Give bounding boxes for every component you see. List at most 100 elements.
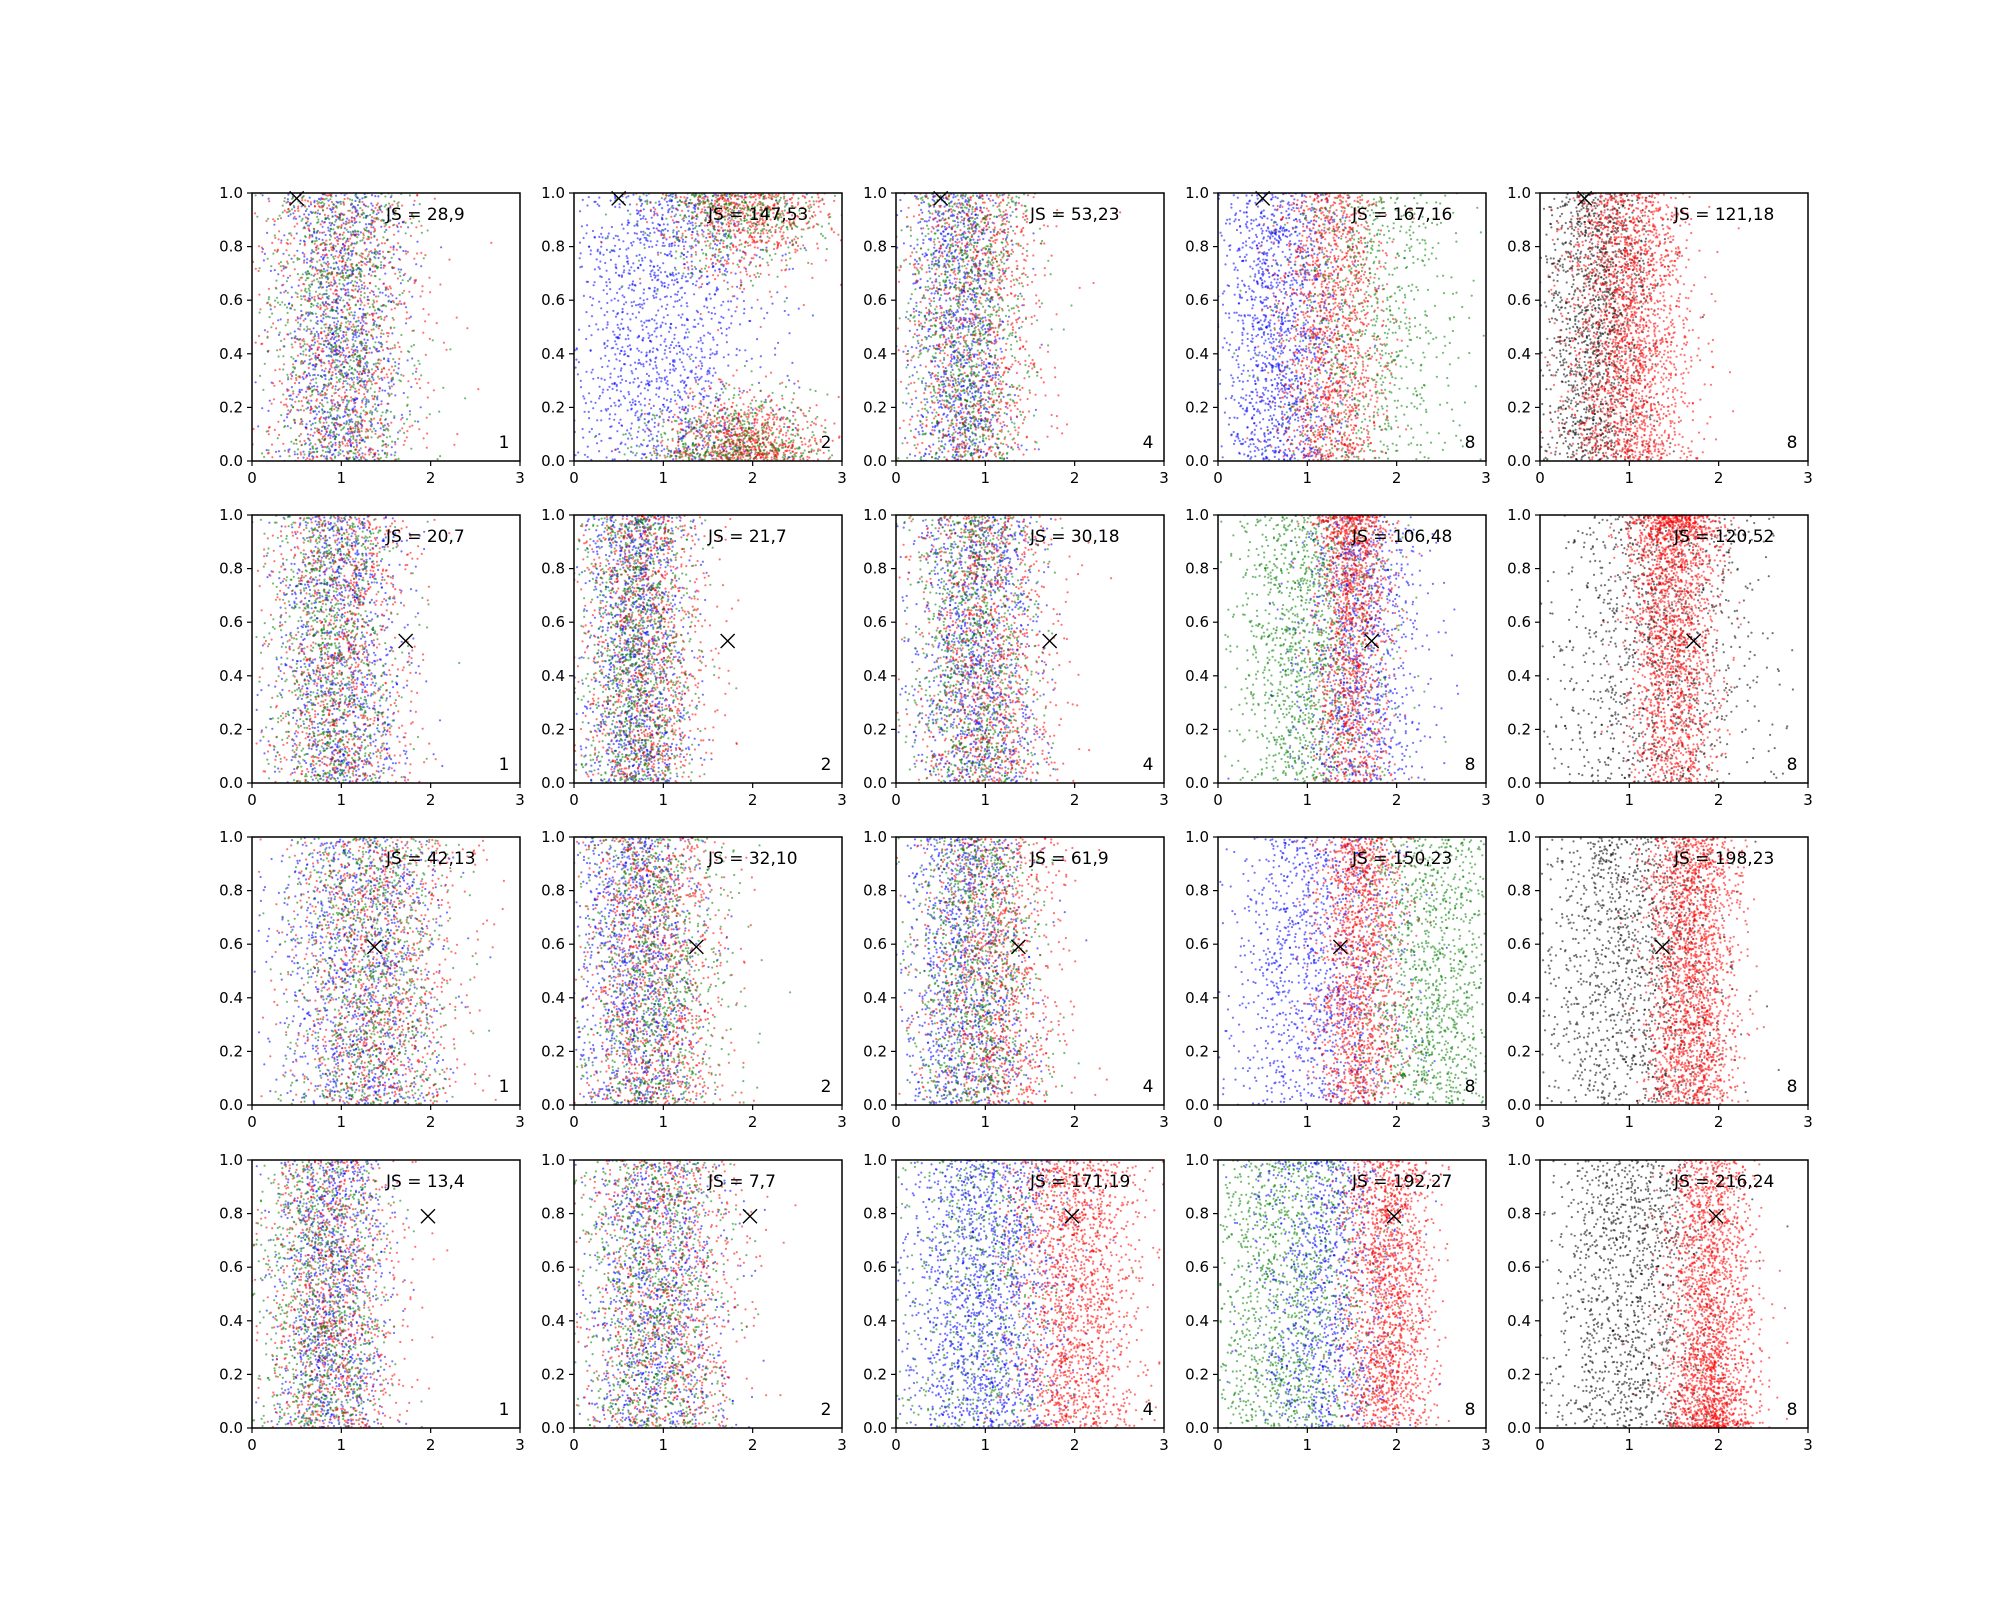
- scatter-point: [363, 366, 365, 368]
- scatter-point: [288, 232, 290, 234]
- scatter-point: [312, 435, 314, 437]
- scatter-point: [617, 327, 619, 329]
- scatter-point: [585, 338, 587, 340]
- scatter-point: [335, 310, 337, 312]
- scatter-point: [378, 390, 380, 392]
- scatter-point: [355, 211, 357, 213]
- scatter-point: [671, 341, 673, 343]
- scatter-point: [338, 283, 340, 285]
- scatter-point: [393, 245, 395, 247]
- scatter-point: [290, 441, 292, 443]
- scatter-point: [361, 378, 363, 380]
- scatter-point: [352, 314, 354, 316]
- scatter-point: [323, 324, 325, 326]
- scatter-point: [373, 217, 375, 219]
- scatter-point: [584, 411, 586, 413]
- scatter-point: [275, 280, 277, 282]
- scatter-point: [419, 363, 421, 365]
- scatter-point: [598, 301, 600, 303]
- scatter-point: [743, 257, 745, 259]
- scatter-point: [316, 216, 318, 218]
- scatter-point: [323, 314, 325, 316]
- scatter-point: [286, 390, 288, 392]
- scatter-point: [706, 270, 708, 272]
- scatter-point: [356, 356, 358, 358]
- scatter-point: [656, 457, 658, 459]
- scatter-point: [258, 270, 260, 272]
- scatter-point: [649, 340, 651, 342]
- scatter-point: [641, 444, 643, 446]
- scatter-point: [317, 221, 319, 223]
- scatter-point: [337, 295, 339, 297]
- scatter-point: [326, 207, 328, 209]
- scatter-point: [611, 347, 613, 349]
- scatter-point: [374, 270, 376, 272]
- scatter-point: [273, 398, 275, 400]
- scatter-point: [340, 364, 342, 366]
- scatter-point: [760, 307, 762, 309]
- scatter-point: [623, 296, 625, 298]
- scatter-point: [317, 212, 319, 214]
- scatter-point: [378, 378, 380, 380]
- scatter-point: [347, 291, 349, 293]
- scatter-point: [718, 422, 720, 424]
- scatter-point: [339, 449, 341, 451]
- scatter-point: [325, 368, 327, 370]
- scatter-point: [352, 336, 354, 338]
- scatter-point: [675, 368, 677, 370]
- scatter-point: [677, 436, 679, 438]
- scatter-point: [618, 405, 620, 407]
- scatter-point: [390, 422, 392, 424]
- scatter-point: [416, 382, 418, 384]
- scatter-point: [600, 357, 602, 359]
- scatter-point: [300, 304, 302, 306]
- scatter-point: [333, 424, 335, 426]
- scatter-point: [324, 428, 326, 430]
- scatter-point: [624, 350, 626, 352]
- scatter-point: [695, 284, 697, 286]
- scatter-point: [391, 446, 393, 448]
- scatter-point: [760, 355, 762, 357]
- scatter-point: [278, 238, 280, 240]
- scatter-point: [707, 380, 709, 382]
- scatter-point: [725, 268, 727, 270]
- scatter-point: [407, 226, 409, 228]
- scatter-point: [334, 317, 336, 319]
- scatter-point: [268, 427, 270, 429]
- scatter-point: [352, 324, 354, 326]
- scatter-point: [656, 378, 658, 380]
- scatter-point: [389, 353, 391, 355]
- scatter-point: [338, 451, 340, 453]
- scatter-point: [692, 360, 694, 362]
- scatter-point: [717, 274, 719, 276]
- scatter-point: [788, 379, 790, 381]
- scatter-point: [370, 387, 372, 389]
- scatter-point: [316, 245, 318, 247]
- scatter-point: [706, 395, 708, 397]
- scatter-point: [578, 361, 580, 363]
- scatter-point: [331, 272, 333, 274]
- scatter-point: [426, 447, 428, 449]
- scatter-point: [350, 386, 352, 388]
- scatter-point: [338, 379, 340, 381]
- scatter-point: [685, 384, 687, 386]
- scatter-point: [645, 320, 647, 322]
- scatter-point: [709, 367, 711, 369]
- scatter-point: [378, 288, 380, 290]
- scatter-point: [319, 418, 321, 420]
- scatter-point: [600, 419, 602, 421]
- scatter-point: [679, 397, 681, 399]
- scatter-point: [701, 376, 703, 378]
- scatter-point: [379, 291, 381, 293]
- scatter-point: [334, 426, 336, 428]
- scatter-point: [350, 282, 352, 284]
- scatter-point: [739, 239, 741, 241]
- scatter-point: [322, 294, 324, 296]
- scatter-point: [629, 344, 631, 346]
- scatter-point: [381, 400, 383, 402]
- scatter-point: [659, 377, 661, 379]
- scatter-point: [739, 425, 741, 427]
- scatter-point: [700, 393, 702, 395]
- scatter-point: [346, 229, 348, 231]
- scatter-point: [308, 205, 310, 207]
